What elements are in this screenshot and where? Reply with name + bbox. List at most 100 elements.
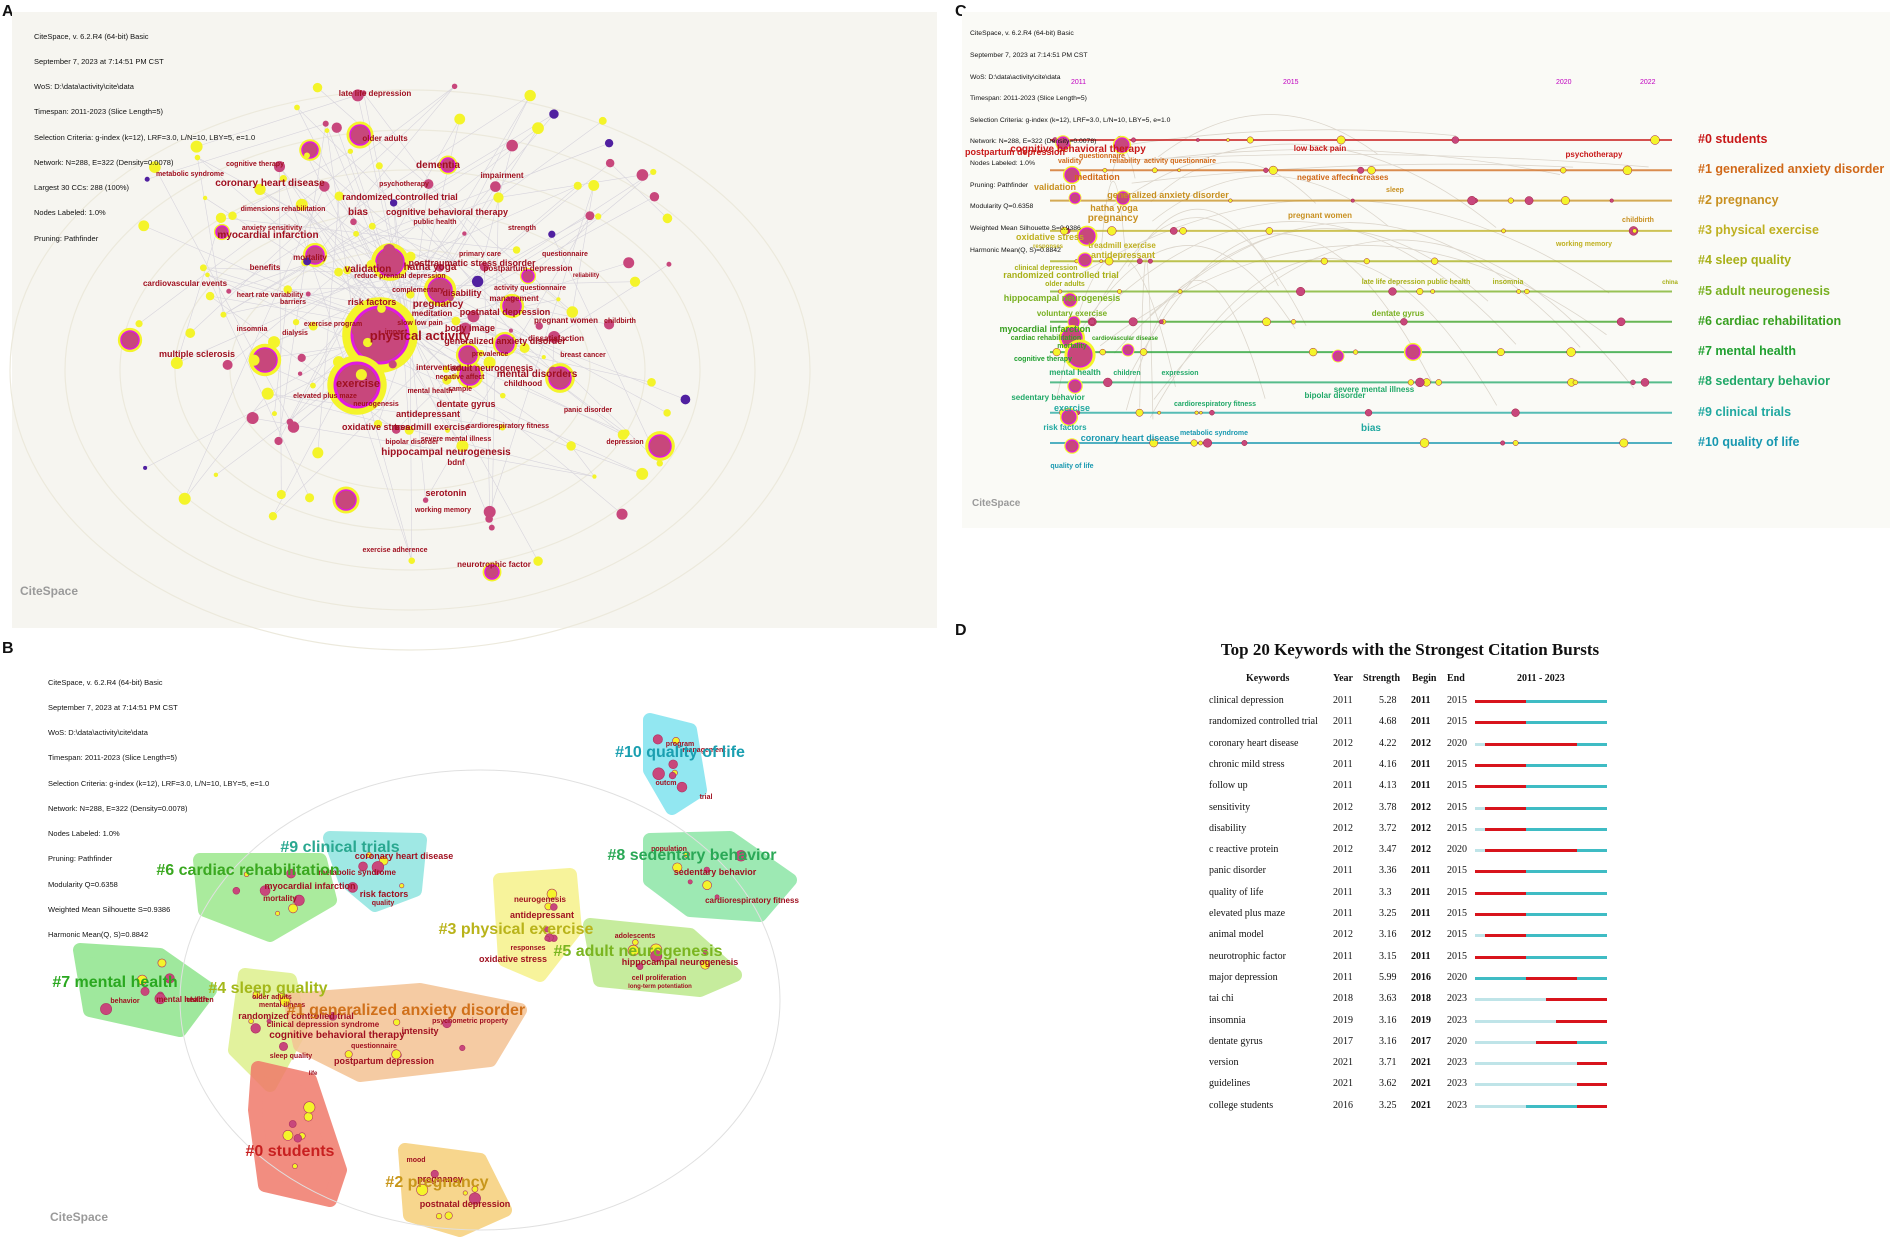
keyword-label: quality — [372, 900, 395, 907]
burst-keyword: college students — [1209, 1099, 1274, 1111]
timeline-node — [1246, 136, 1254, 144]
keyword-label: older adults — [252, 994, 292, 1001]
burst-year: 2011 — [1333, 758, 1353, 770]
keyword-node — [632, 939, 639, 946]
keyword-node — [232, 887, 241, 895]
network-edge — [232, 150, 351, 217]
keyword-label: cardiorespiratory fitness — [705, 896, 799, 905]
keyword-node — [495, 334, 515, 354]
burst-end: 2015 — [1447, 801, 1467, 813]
burst-row: panic disorder 2011 3.36 2011 2015 — [1205, 861, 1615, 882]
burst-bar-burst — [1485, 806, 1526, 810]
keyword-node — [373, 419, 383, 429]
keyword-node — [451, 83, 458, 90]
cluster-label: #6 cardiac rehabilitation — [156, 862, 339, 879]
timeline-keyword-label: mortality — [1057, 343, 1087, 350]
keyword-label: primary care — [459, 251, 501, 258]
cluster-region — [643, 831, 797, 922]
cluster-label: #10 quality of life — [615, 744, 745, 761]
timeline-arc — [1127, 233, 1433, 382]
burst-end: 2020 — [1447, 1035, 1467, 1047]
cluster-label: #4 sleep quality — [208, 980, 327, 997]
keyword-label: mood — [406, 1157, 425, 1164]
timeline-node — [1190, 439, 1198, 447]
network-edge — [409, 329, 490, 520]
keyword-node — [423, 179, 434, 189]
burst-row: college students 2016 3.25 2021 2023 — [1205, 1096, 1615, 1117]
timeline-node — [1262, 317, 1271, 327]
meta-line: Modularity Q=0.6358 — [970, 203, 1034, 211]
burst-row: dentate gyrus 2017 3.16 2017 2020 — [1205, 1032, 1615, 1053]
keyword-label: bipolar disorder — [385, 439, 439, 446]
burst-timeline-bar — [1475, 849, 1607, 853]
keyword-node — [178, 492, 191, 505]
burst-strength: 3.25 — [1379, 908, 1397, 919]
meta-line: Nodes Labeled: 1.0% — [34, 208, 106, 218]
burst-bar-inactive — [1475, 1104, 1526, 1108]
burst-strength: 3.25 — [1379, 1099, 1397, 1111]
timeline-arc — [1131, 163, 1574, 184]
burst-strength: 3.78 — [1379, 801, 1397, 813]
panel-b-metadata: CiteSpace, v. 6.2.R4 (64-bit) Basic Sept… — [48, 662, 269, 948]
keyword-node — [447, 294, 454, 302]
burst-strength: 4.22 — [1379, 737, 1397, 749]
meta-line: Network: N=288, E=322 (Density=0.0078) — [970, 138, 1097, 146]
keyword-label: meditation — [412, 309, 453, 318]
burst-timeline-bar — [1475, 934, 1607, 938]
keyword-label: hippocampal neurogenesis — [622, 957, 739, 967]
keyword-node — [442, 1019, 452, 1029]
network-edge — [228, 95, 531, 292]
keyword-label: oxidative stress — [342, 422, 410, 432]
keyword-node — [703, 866, 710, 873]
keyword-label: pregnancy — [417, 1174, 463, 1184]
keyword-label: mortality — [263, 894, 297, 903]
burst-year: 2011 — [1333, 886, 1353, 898]
background-arc — [119, 169, 701, 571]
keyword-node — [205, 291, 215, 301]
background-arc — [64, 129, 756, 611]
keyword-node — [594, 213, 602, 220]
keyword-node — [154, 992, 166, 1005]
keyword-label: clinical depression syndrome — [267, 1020, 380, 1029]
year-axis-label: 2015 — [1283, 79, 1299, 86]
keyword-node — [687, 879, 693, 885]
keyword-node — [436, 263, 445, 272]
burst-begin: 2011 — [1411, 716, 1431, 728]
keyword-label: impairment — [480, 171, 523, 180]
burst-begin: 2012 — [1411, 737, 1431, 749]
keyword-node — [435, 1213, 443, 1220]
keyword-node — [471, 275, 484, 288]
panel-label-b: B — [2, 640, 14, 657]
keyword-label: neurogenesis — [353, 401, 399, 408]
keyword-node — [248, 354, 260, 366]
panel-label-d: D — [955, 622, 967, 639]
keyword-node — [735, 850, 747, 862]
keyword-label: metabolic syndrome — [318, 868, 396, 877]
meta-line: CiteSpace, v. 6.2.R4 (64-bit) Basic — [34, 31, 149, 41]
keyword-node — [358, 861, 368, 872]
burst-keyword: c reactive protein — [1209, 844, 1279, 856]
keyword-label: activity questionnaire — [494, 285, 566, 292]
timeline-cluster-label: #0 students — [1698, 132, 1768, 146]
burst-end: 2015 — [1447, 695, 1467, 706]
timeline-node — [1052, 348, 1061, 357]
keyword-node — [268, 336, 281, 349]
keyword-label: postpartum depression — [484, 264, 573, 273]
keyword-node — [535, 322, 543, 330]
keyword-label: complementary — [392, 287, 444, 294]
keyword-label: hatha yoga — [404, 262, 457, 273]
burst-year: 2011 — [1333, 971, 1353, 983]
header-strength: Strength — [1363, 673, 1401, 684]
timeline-keyword-label: pregnant women — [1288, 211, 1352, 220]
network-edge — [223, 267, 441, 315]
burst-end: 2023 — [1447, 993, 1467, 1005]
keyword-label: bias — [348, 207, 368, 218]
cluster-label: #0 students — [246, 1143, 335, 1160]
burst-bar-active — [1475, 913, 1607, 916]
keyword-label: elevated plus maze — [293, 393, 357, 400]
burst-begin: 2017 — [1411, 1035, 1431, 1047]
network-edge — [465, 171, 654, 329]
network-edge — [409, 118, 461, 331]
keyword-node — [672, 737, 680, 745]
timeline-node — [1151, 167, 1158, 174]
